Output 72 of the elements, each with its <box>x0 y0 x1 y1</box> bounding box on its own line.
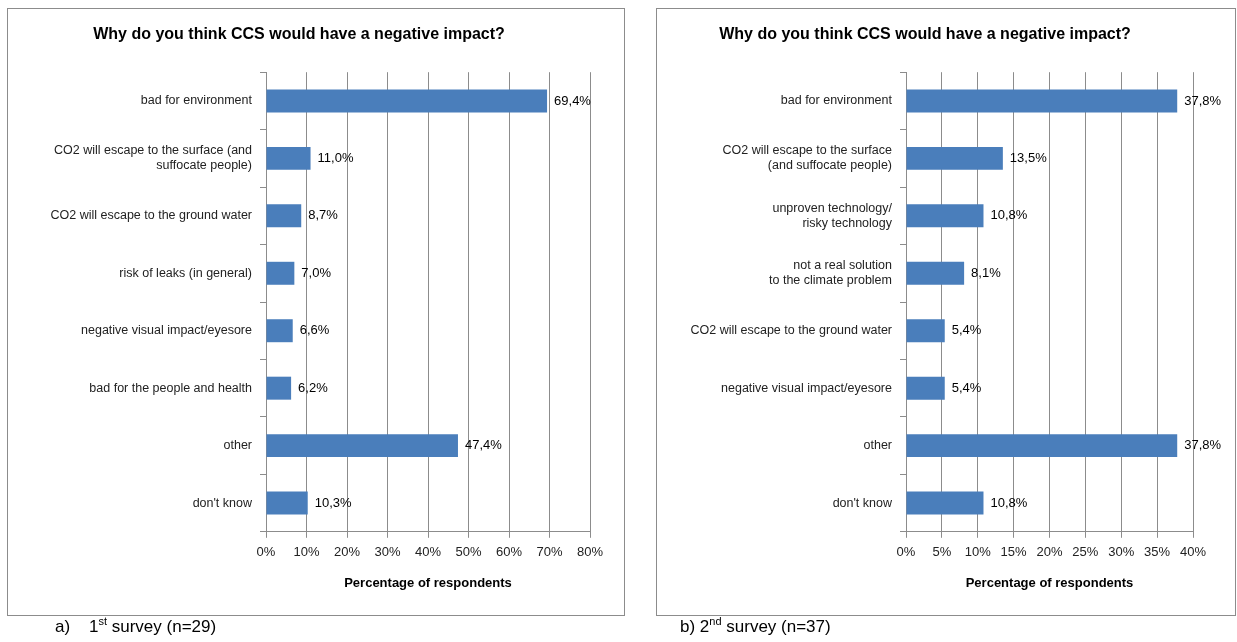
x-tick-label: 5% <box>932 544 952 560</box>
x-tick-label: 60% <box>495 544 523 560</box>
x-tick-label: 35% <box>1144 544 1171 560</box>
bar <box>266 376 292 400</box>
data-label: 6,6% <box>299 322 330 338</box>
y-tick-label: bad for the people and health <box>89 380 253 395</box>
text: a) 1$^{st}$ survey (n=29) <box>55 615 217 637</box>
data-label: 47,4% <box>464 437 503 453</box>
data-label: 10,8% <box>990 494 1028 510</box>
x-tick-label: 0% <box>256 544 276 560</box>
x-axis-title: Percentage of respondents <box>344 574 512 590</box>
data-label: 5,4% <box>951 322 982 338</box>
y-tick-label: don't know <box>832 495 893 510</box>
bar <box>906 319 945 343</box>
bar <box>266 204 302 228</box>
y-tick-label: negative visual impact/eyesore <box>721 380 893 395</box>
x-tick-label: 20% <box>1036 544 1063 560</box>
bar <box>266 89 548 113</box>
x-tick-label: 25% <box>1072 544 1099 560</box>
x-tick-label: 0% <box>896 544 916 560</box>
bar <box>906 89 1178 113</box>
y-tick-label: don't know <box>192 495 253 510</box>
text: b) 2$^{nd}$ survey (n=37) <box>680 615 831 637</box>
y-tick-label: other <box>863 438 892 453</box>
x-tick-label: 15% <box>1000 544 1028 560</box>
bar <box>266 146 311 170</box>
bar <box>266 491 308 515</box>
y-tick-label: CO2 will escape to the ground water <box>50 208 252 223</box>
data-label: 69,4% <box>554 92 592 108</box>
y-tick-label: bad for environment <box>140 93 253 108</box>
x-axis-title: Percentage of respondents <box>965 574 1134 590</box>
x-tick-label: 30% <box>1108 544 1135 560</box>
y-tick-label: unproven technology/ risky technology <box>772 200 893 230</box>
x-tick-label: 10% <box>964 544 992 560</box>
x-tick-label: 50% <box>455 544 482 560</box>
data-label: 6,2% <box>298 379 329 395</box>
y-tick-label: risk of leaks (in general) <box>119 265 252 280</box>
chart-title: Why do you think CCS would have a negative impact? <box>719 25 1131 43</box>
data-label: 37,8% <box>1184 437 1222 453</box>
y-tick-label: CO2 will escape to the ground water <box>690 323 892 338</box>
data-label: 10,3% <box>314 494 353 510</box>
x-tick-label: 70% <box>536 544 563 560</box>
bar <box>906 491 984 515</box>
data-label: 5,4% <box>951 379 982 395</box>
y-tick-label: negative visual impact/eyesore <box>81 323 253 338</box>
data-label: 8,7% <box>308 207 339 223</box>
bar <box>906 376 945 400</box>
data-label: 13,5% <box>1009 149 1048 165</box>
data-label: 10,8% <box>990 207 1028 223</box>
x-tick-label: 80% <box>576 544 604 560</box>
y-tick-label: CO2 will escape to the surface (and suffocate people) <box>53 143 253 173</box>
x-tick-label: 20% <box>333 544 361 560</box>
data-label: 37,8% <box>1184 92 1222 108</box>
bar <box>266 261 295 285</box>
x-tick-label: 40% <box>414 544 442 560</box>
data-label: 7,0% <box>301 264 332 280</box>
y-tick-label: bad for environment <box>780 93 893 108</box>
x-tick-label: 30% <box>374 544 401 560</box>
y-tick-label: not a real solution to the climate problem <box>769 258 893 288</box>
data-label: 8,1% <box>971 264 1002 280</box>
data-label: 11,0% <box>317 149 354 165</box>
y-tick-label: other <box>223 438 252 453</box>
bar <box>906 204 984 228</box>
bar <box>906 434 1178 458</box>
x-tick-label: 10% <box>293 544 320 560</box>
bar <box>906 261 965 285</box>
chart-title: Why do you think CCS would have a negative impact? <box>93 25 505 43</box>
y-tick-label: CO2 will escape to the surface (and suffocate people) <box>722 143 893 173</box>
x-tick-label: 40% <box>1179 544 1207 560</box>
bar <box>266 434 458 458</box>
bar <box>906 146 1003 170</box>
bar <box>266 319 293 343</box>
